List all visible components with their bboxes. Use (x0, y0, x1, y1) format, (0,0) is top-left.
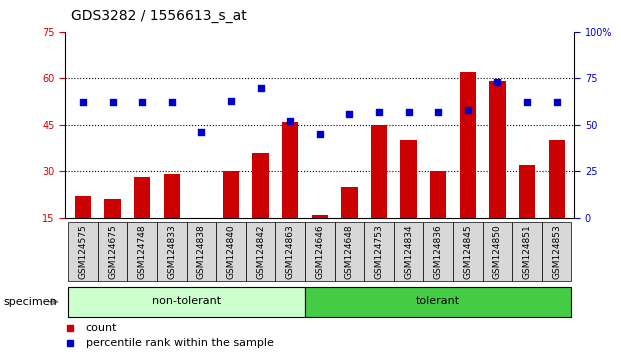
Bar (75, 196, 91, 218)
Bar (453, 222, 483, 281)
Point (404, 109, 414, 115)
Text: GSM124748: GSM124748 (138, 224, 147, 279)
Bar (401, 140, 417, 218)
Text: tolerant: tolerant (416, 296, 460, 306)
Bar (253, 153, 269, 218)
Point (433, 109, 443, 115)
Point (345, 111, 355, 116)
Text: GDS3282 / 1556613_s_at: GDS3282 / 1556613_s_at (71, 9, 247, 23)
Bar (186, 222, 216, 281)
Point (522, 100, 532, 105)
Text: specimen: specimen (3, 297, 57, 307)
Point (196, 129, 206, 135)
Bar (460, 72, 476, 218)
Bar (430, 171, 446, 218)
Bar (68, 287, 305, 317)
Point (315, 131, 325, 137)
Bar (134, 177, 150, 218)
Bar (305, 222, 335, 281)
Text: GSM124753: GSM124753 (374, 224, 384, 279)
Text: GSM124840: GSM124840 (227, 224, 235, 279)
Text: GSM124853: GSM124853 (552, 224, 561, 279)
Bar (519, 165, 535, 218)
Point (374, 109, 384, 115)
Point (285, 118, 295, 124)
Bar (312, 215, 328, 218)
Text: non-tolerant: non-tolerant (152, 296, 221, 306)
Point (256, 85, 266, 91)
Text: GSM124675: GSM124675 (108, 224, 117, 279)
Bar (68, 222, 97, 281)
Text: GSM124834: GSM124834 (404, 224, 413, 279)
Bar (97, 222, 127, 281)
Text: GSM124838: GSM124838 (197, 224, 206, 279)
Point (167, 100, 177, 105)
Bar (246, 222, 275, 281)
Text: GSM124575: GSM124575 (78, 224, 88, 279)
Bar (483, 222, 512, 281)
Bar (164, 175, 180, 218)
Text: GSM124646: GSM124646 (315, 224, 324, 279)
Bar (335, 222, 365, 281)
Bar (424, 222, 453, 281)
Text: count: count (86, 322, 117, 332)
Text: GSM124836: GSM124836 (433, 224, 443, 279)
Text: GSM124648: GSM124648 (345, 224, 354, 279)
Text: percentile rank within the sample: percentile rank within the sample (86, 338, 273, 348)
Text: GSM124845: GSM124845 (463, 224, 473, 279)
Bar (305, 287, 571, 317)
Bar (127, 222, 157, 281)
Bar (371, 125, 387, 218)
Bar (342, 187, 358, 218)
Bar (489, 81, 505, 218)
Bar (394, 222, 424, 281)
Text: GSM124833: GSM124833 (167, 224, 176, 279)
Bar (365, 222, 394, 281)
Bar (104, 199, 120, 218)
Point (78, 100, 88, 105)
Text: GSM124851: GSM124851 (522, 224, 532, 279)
Point (107, 100, 117, 105)
Bar (216, 222, 246, 281)
Text: GSM124850: GSM124850 (493, 224, 502, 279)
Bar (548, 140, 565, 218)
Point (551, 100, 561, 105)
Bar (542, 222, 571, 281)
Bar (275, 222, 305, 281)
Point (463, 107, 473, 113)
Point (137, 100, 147, 105)
Text: GSM124842: GSM124842 (256, 224, 265, 279)
Bar (157, 222, 186, 281)
Point (226, 98, 236, 103)
Text: GSM124863: GSM124863 (286, 224, 295, 279)
Point (492, 79, 502, 85)
Bar (282, 122, 298, 218)
Bar (512, 222, 542, 281)
Bar (223, 171, 239, 218)
